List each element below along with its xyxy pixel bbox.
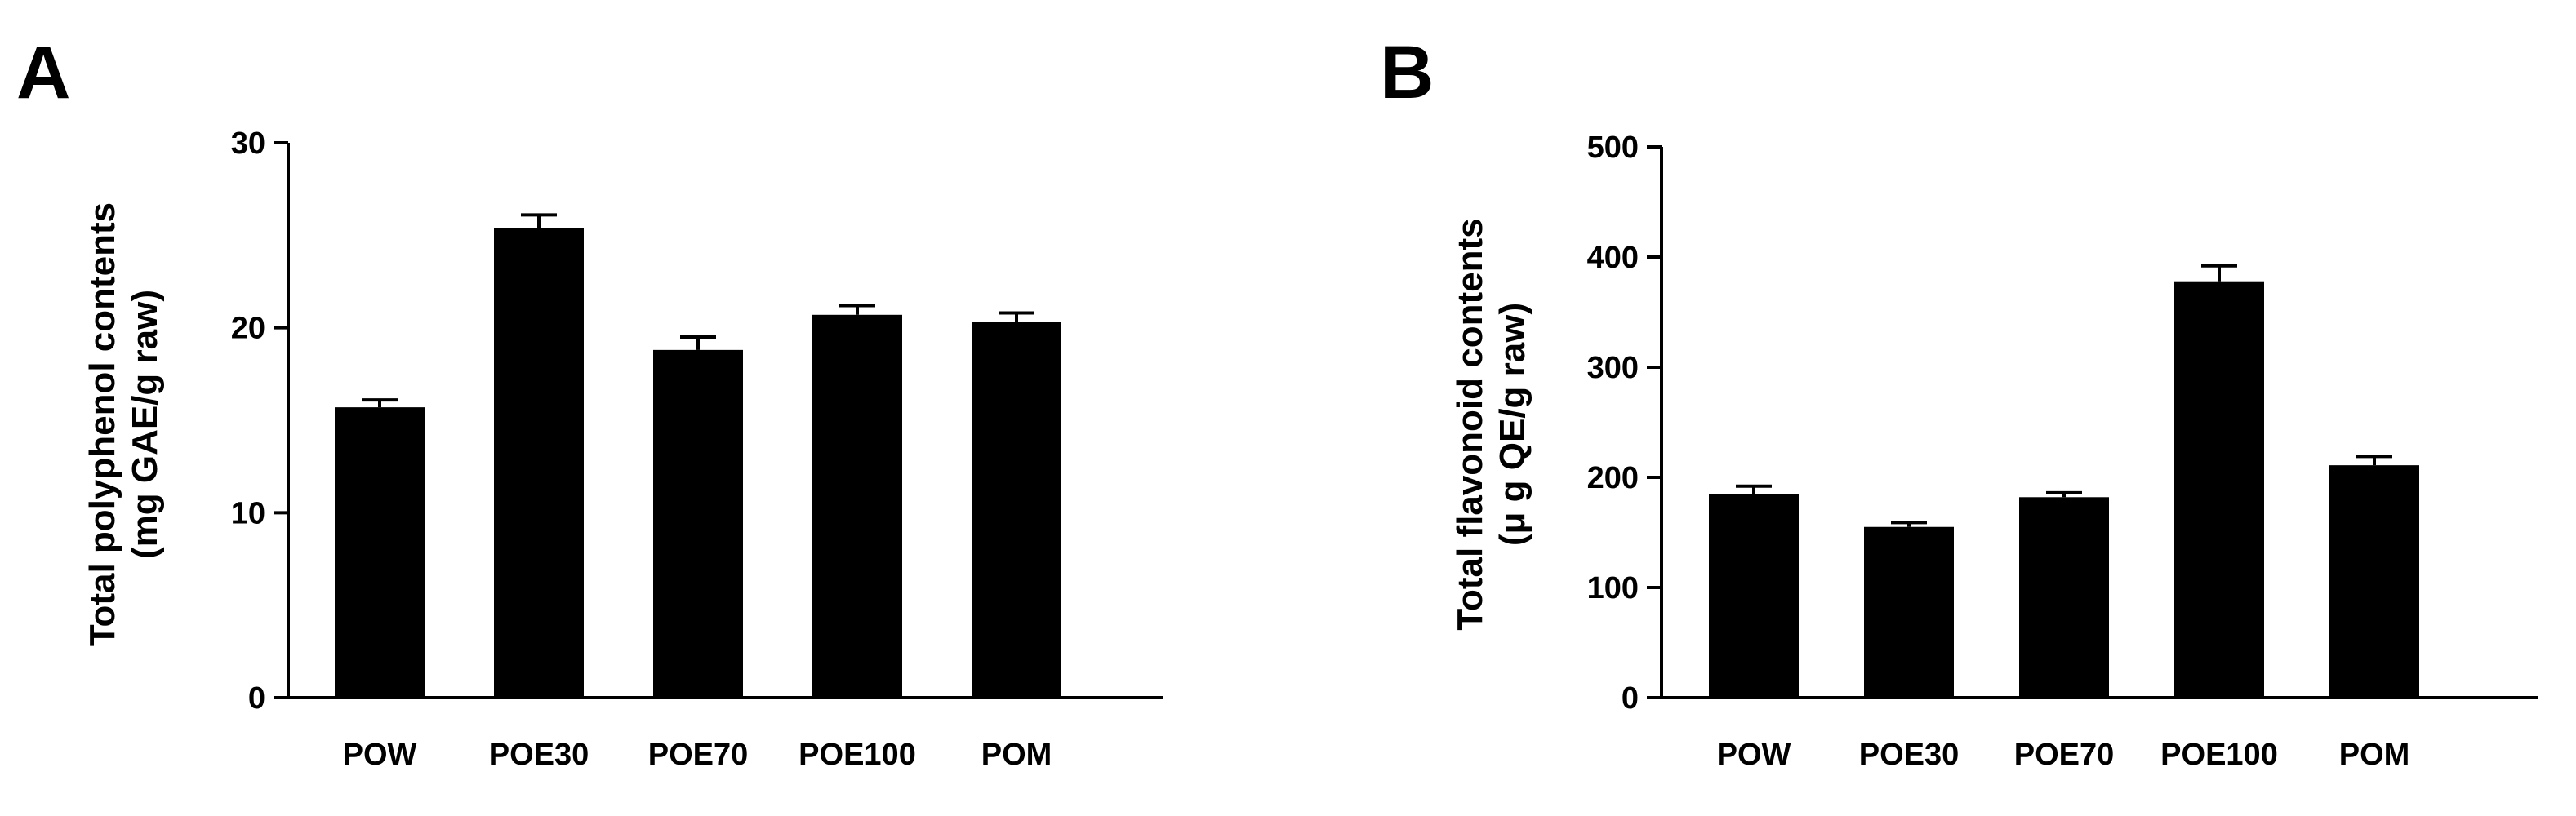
- bar-b-pow: [1709, 494, 1799, 698]
- y-tick-label-b-0: 0: [1622, 681, 1639, 716]
- error-bar-a-poe100: [839, 304, 875, 315]
- plot-area-a: POW POE30 POE70 POE100 POM 0 10 20 30: [231, 126, 1163, 772]
- y-tick-label-a-10: 10: [231, 496, 265, 530]
- x-tick-label-b-poe100: POE100: [2160, 738, 2278, 772]
- y-tick-label-a-30: 30: [231, 126, 265, 161]
- x-tick-label-b-poe70: POE70: [2014, 738, 2115, 772]
- x-tick-label-a-poe100: POE100: [799, 738, 916, 772]
- error-bar-a-poe30: [521, 213, 557, 228]
- bar-a-pom: [972, 322, 1061, 698]
- error-bar-a-pom: [999, 311, 1034, 322]
- panel-a: A Total polyphenol contents (mg GAE/g ra…: [16, 31, 1163, 772]
- y-tick-label-a-0: 0: [248, 681, 265, 716]
- error-bar-b-poe70: [2046, 490, 2082, 498]
- error-bar-b-poe30: [1891, 521, 1927, 527]
- x-tick-label-b-poe30: POE30: [1859, 738, 1960, 772]
- y-tick-label-b-500: 500: [1587, 131, 1639, 165]
- x-tick-label-a-pom: POM: [981, 738, 1052, 772]
- bar-b-poe70: [2019, 497, 2109, 698]
- bar-a-pow: [335, 407, 425, 698]
- bar-a-poe70: [653, 349, 743, 698]
- bar-b-poe30: [1864, 526, 1954, 698]
- x-tick-label-a-pow: POW: [343, 738, 417, 772]
- error-bar-b-poe100: [2201, 264, 2237, 282]
- y-axis-label-b-line2: (μ g QE/g raw): [1493, 303, 1533, 546]
- x-tick-label-a-poe70: POE70: [648, 738, 749, 772]
- y-axis-label-a-line1: Total polyphenol contents: [82, 202, 122, 646]
- x-tick-label-b-pow: POW: [1717, 738, 1791, 772]
- error-bar-a-poe70: [680, 335, 716, 350]
- panel-letter-a: A: [16, 31, 70, 114]
- error-bar-b-pow: [1736, 484, 1772, 494]
- y-tick-label-b-400: 400: [1587, 241, 1639, 275]
- y-tick-label-b-300: 300: [1587, 351, 1639, 385]
- x-tick-label-b-pom: POM: [2339, 738, 2410, 772]
- plot-area-b: POW POE30 POE70 POE100 POM 0 100 200 300 400 500: [1587, 131, 2538, 772]
- y-tick-label-b-100: 100: [1587, 571, 1639, 605]
- y-axis-label-a-line2: (mg GAE/g raw): [125, 290, 165, 559]
- bar-b-poe100: [2174, 281, 2264, 698]
- error-bar-b-pom: [2356, 455, 2392, 466]
- panel-letter-b: B: [1380, 31, 1434, 114]
- x-tick-label-a-poe30: POE30: [489, 738, 589, 772]
- y-tick-label-a-20: 20: [231, 312, 265, 346]
- panel-b: B Total flavonoid contents (μ g QE/g raw…: [1380, 31, 2538, 772]
- y-tick-label-b-200: 200: [1587, 461, 1639, 495]
- bar-a-poe100: [812, 314, 902, 698]
- error-bar-a-pow: [362, 398, 398, 408]
- bar-a-poe30: [494, 228, 584, 698]
- bar-b-pom: [2329, 465, 2419, 698]
- y-axis-label-b-line1: Total flavonoid contents: [1450, 218, 1490, 630]
